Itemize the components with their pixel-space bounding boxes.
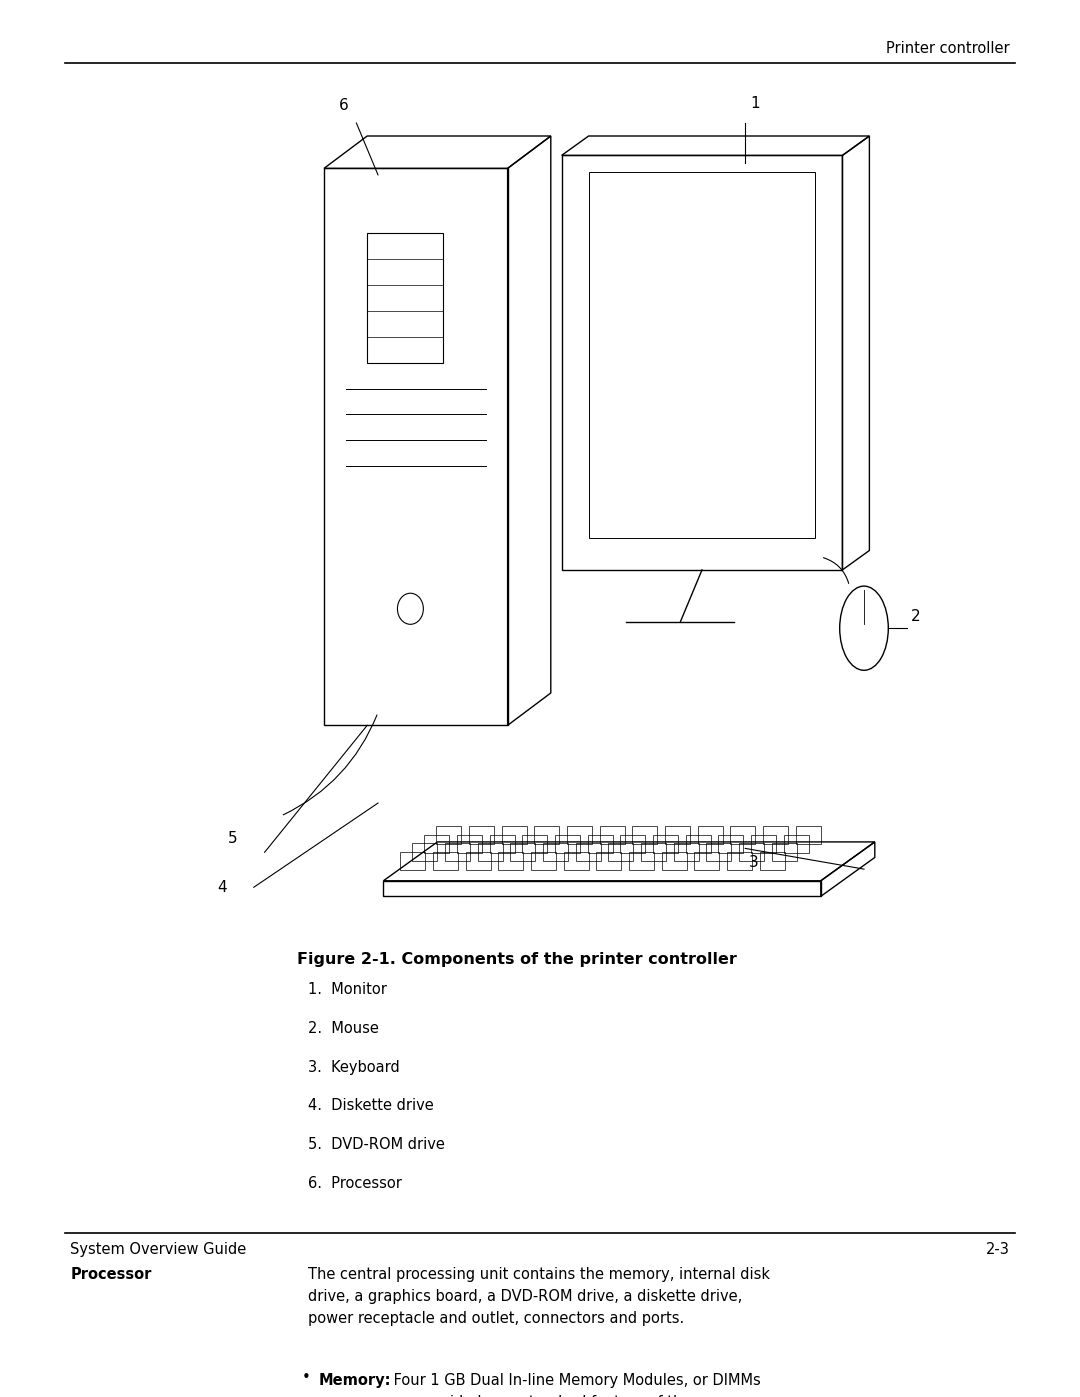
Text: 5.  DVD-ROM drive: 5. DVD-ROM drive (308, 1137, 445, 1153)
Text: Four 1 GB Dual In-line Memory Modules, or DIMMs
are provided as a standard featu: Four 1 GB Dual In-line Memory Modules, o… (389, 1373, 770, 1397)
Text: 6.  Processor: 6. Processor (308, 1176, 402, 1192)
Text: Printer controller: Printer controller (887, 41, 1010, 56)
Text: 2: 2 (910, 609, 920, 624)
Text: System Overview Guide: System Overview Guide (70, 1242, 246, 1257)
Text: 4: 4 (217, 880, 227, 894)
Text: 2.  Mouse: 2. Mouse (308, 1021, 379, 1035)
Text: The central processing unit contains the memory, internal disk
drive, a graphics: The central processing unit contains the… (308, 1267, 770, 1326)
Text: 1: 1 (751, 96, 760, 112)
Text: 3.  Keyboard: 3. Keyboard (308, 1059, 400, 1074)
Text: Figure 2-1. Components of the printer controller: Figure 2-1. Components of the printer co… (297, 951, 737, 967)
Text: Processor: Processor (70, 1267, 151, 1282)
Text: 2-3: 2-3 (986, 1242, 1010, 1257)
Text: 3: 3 (748, 855, 758, 870)
Text: 5: 5 (228, 831, 238, 845)
Text: •: • (301, 1370, 310, 1386)
Text: 4.  Diskette drive: 4. Diskette drive (308, 1098, 433, 1113)
Text: 6: 6 (339, 98, 349, 113)
Text: Memory:: Memory: (319, 1373, 391, 1389)
Text: 1.  Monitor: 1. Monitor (308, 982, 387, 997)
